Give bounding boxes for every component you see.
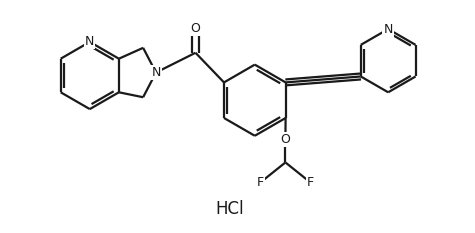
Text: N: N xyxy=(152,66,161,79)
Text: O: O xyxy=(190,22,200,34)
Text: O: O xyxy=(280,133,290,146)
Text: HCl: HCl xyxy=(216,200,245,218)
Text: F: F xyxy=(306,176,314,189)
Text: F: F xyxy=(257,176,264,189)
Text: N: N xyxy=(383,23,393,36)
Text: N: N xyxy=(85,35,95,48)
